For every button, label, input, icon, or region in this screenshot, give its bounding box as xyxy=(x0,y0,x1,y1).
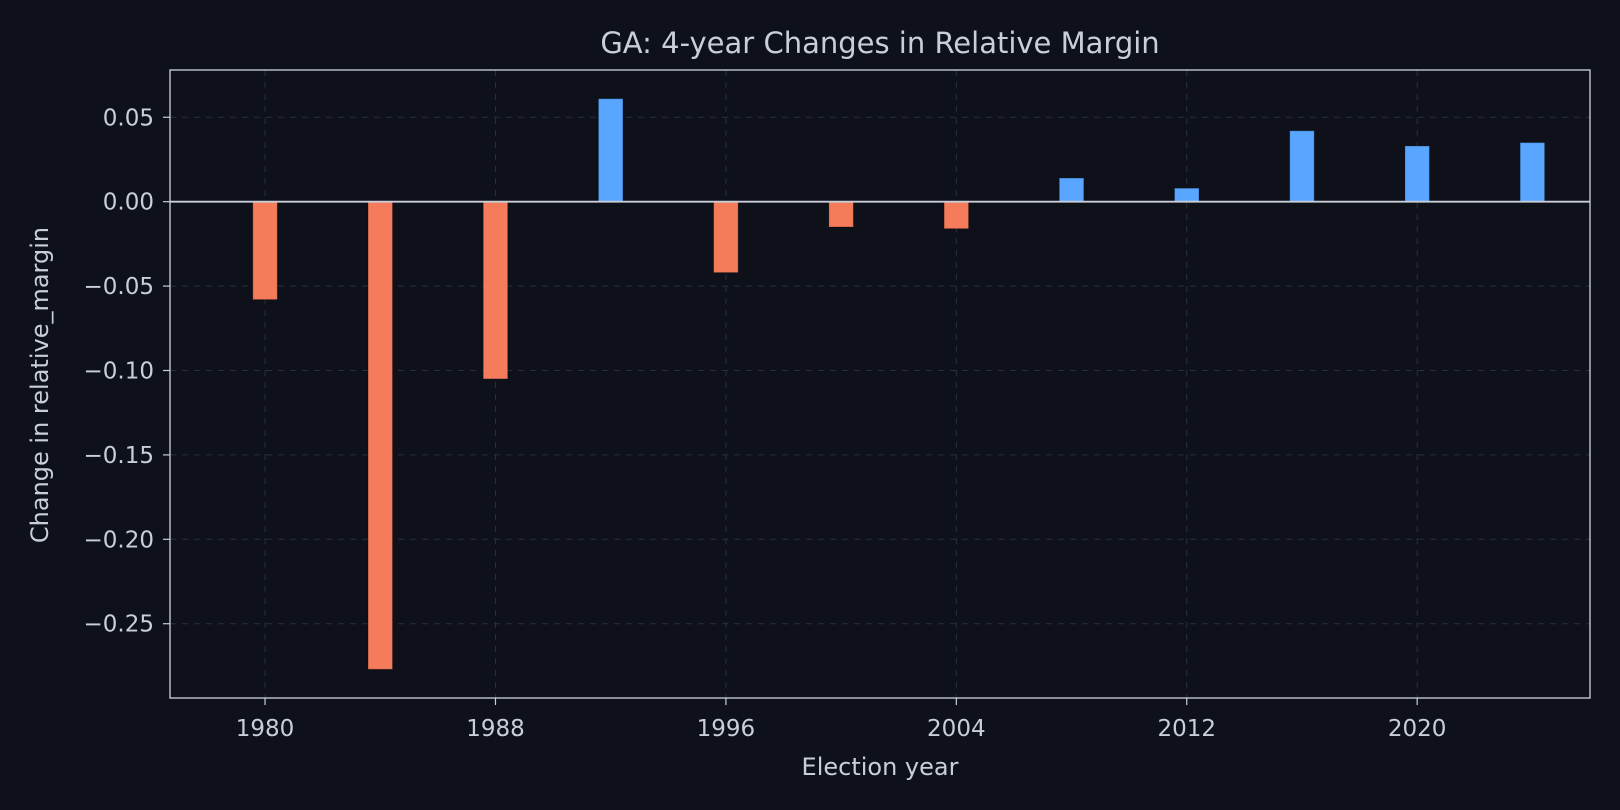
axis-ticks: 0.05 0.00 −0.05 −0.10 −0.15 −0.20 −0.25 1980 198… xyxy=(84,105,1447,742)
y-tick-label: 0.05 xyxy=(103,105,154,131)
y-tick-label: −0.05 xyxy=(84,274,154,300)
grid-lines xyxy=(170,70,1590,698)
y-tick-label: 0.00 xyxy=(103,190,154,216)
bar xyxy=(1519,142,1546,203)
x-tick-label: 2020 xyxy=(1388,716,1447,742)
y-tick-label: −0.25 xyxy=(84,612,154,638)
y-tick-label: −0.10 xyxy=(84,358,154,384)
x-tick-label: 2012 xyxy=(1157,716,1216,742)
plot-frame xyxy=(169,69,1591,699)
bar xyxy=(713,201,739,274)
y-tick-label: −0.15 xyxy=(84,443,154,469)
bar xyxy=(597,98,624,203)
bar xyxy=(1404,145,1430,203)
bar xyxy=(252,201,278,301)
bar xyxy=(482,201,509,380)
bar xyxy=(367,201,394,670)
chart-title: GA: 4-year Changes in Relative Margin xyxy=(600,26,1159,60)
bar xyxy=(828,201,854,228)
bar xyxy=(1174,187,1200,203)
x-tick-label: 1996 xyxy=(697,716,756,742)
x-tick-label: 1988 xyxy=(466,716,525,742)
bar xyxy=(1058,177,1085,203)
x-tick-label: 2004 xyxy=(927,716,986,742)
y-axis-title: Change in relative_margin xyxy=(26,227,54,543)
x-tick-label: 1980 xyxy=(236,716,295,742)
x-axis-title: Election year xyxy=(802,753,959,781)
bar xyxy=(943,201,970,230)
plot-background xyxy=(170,70,1590,698)
y-tick-label: −0.20 xyxy=(84,527,154,553)
bar xyxy=(1289,130,1315,203)
